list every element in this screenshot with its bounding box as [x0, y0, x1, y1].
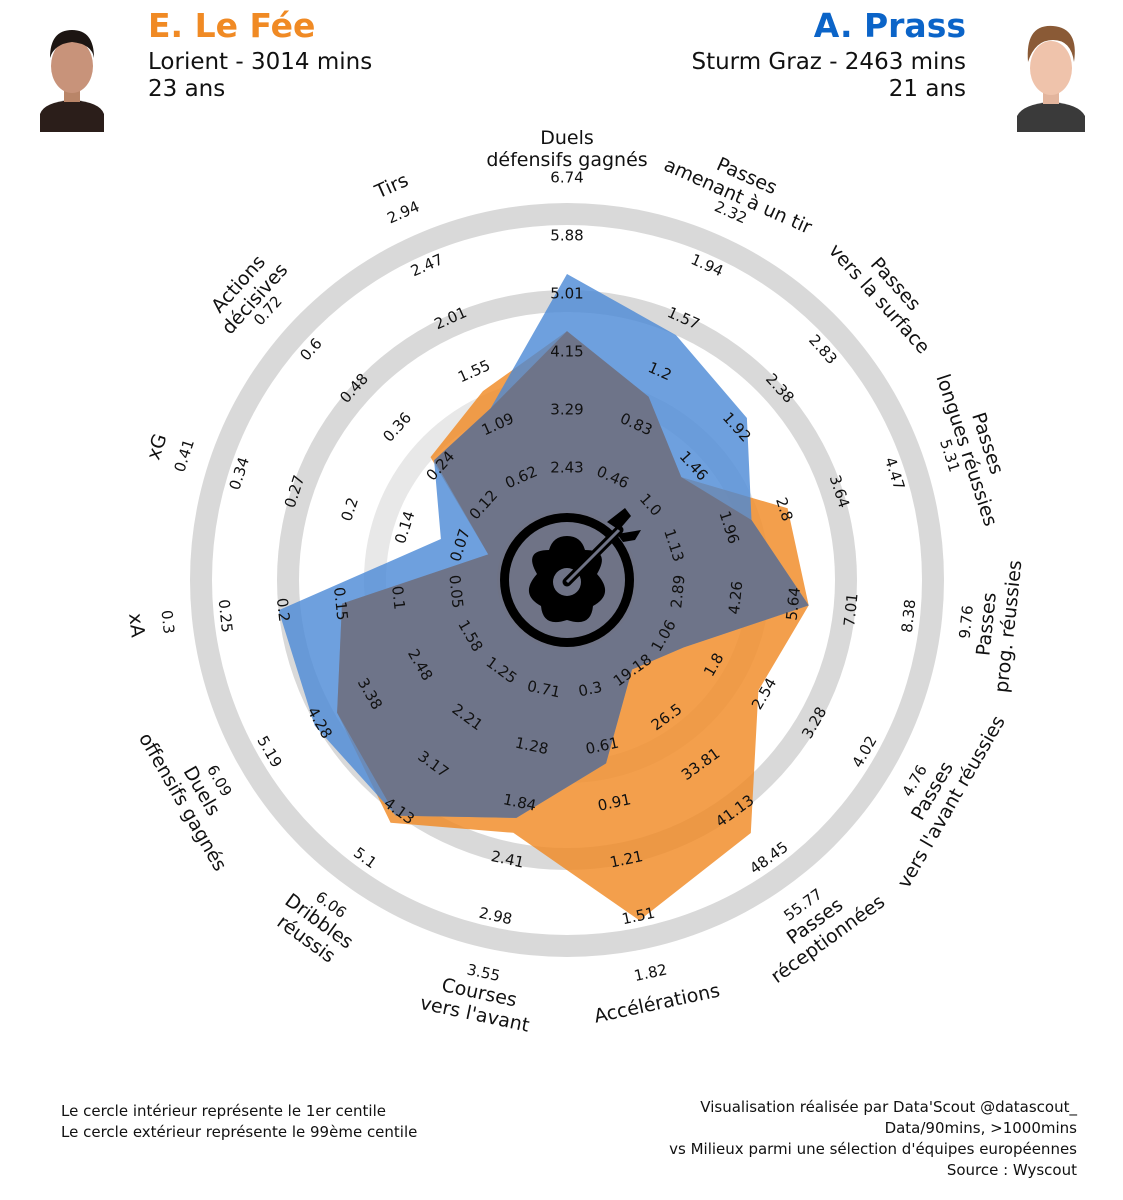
footer-outer-circle-note: Le cercle extérieur représente le 99ème …	[61, 1123, 418, 1141]
tick-label: 0.15	[330, 586, 351, 621]
tick-label: 2.89	[667, 574, 688, 609]
player-left-club-minutes: Lorient - 3014 mins	[148, 49, 373, 75]
logo-arrow-fletching	[607, 508, 631, 530]
footer-inner-circle-note: Le cercle intérieur représente le 1er ce…	[61, 1102, 386, 1120]
player-right-photo	[1013, 18, 1089, 132]
axis-label: Accélérations	[592, 980, 722, 1028]
axis-label: Duels défensifs gagnés	[486, 127, 647, 171]
player-left-photo	[34, 18, 110, 132]
tick-label: 7.01	[840, 592, 861, 627]
axis-label: Passesprog. réussies	[969, 557, 1027, 694]
tick-label: 0.1	[388, 585, 408, 611]
tick-label: 2.43	[550, 459, 583, 477]
tick-label: 8.38	[898, 598, 919, 633]
footer-credits: Visualisation réalisée par Data'Scout @d…	[669, 1097, 1077, 1181]
tick-label: 3.29	[550, 401, 583, 419]
tick-label: 4.26	[725, 580, 746, 615]
tick-label: 1.82	[632, 960, 668, 985]
player-right-name: A. Prass	[813, 6, 966, 45]
player-right-club-minutes: Sturm Graz - 2463 mins	[691, 49, 966, 75]
tick-label: 5.01	[550, 285, 583, 303]
tick-label: 0.41	[171, 437, 198, 474]
player-left-name: E. Le Fée	[148, 6, 316, 45]
tick-label: 0.25	[215, 598, 236, 633]
tick-label: 4.15	[550, 343, 583, 361]
tick-label: 0.2	[273, 597, 293, 623]
footer-credit-source: Source : Wyscout	[946, 1161, 1077, 1179]
tick-label: 0.05	[445, 574, 466, 609]
axis-label: Tirs	[371, 169, 412, 203]
player-left-age: 23 ans	[148, 76, 226, 102]
tick-label: 5.64	[783, 586, 804, 621]
datascout-logo	[497, 508, 641, 650]
tick-label: 0.3	[577, 678, 604, 701]
logo-arrow-highlight	[565, 528, 621, 584]
axis-label: Actionsdécisives	[201, 244, 292, 338]
axis-label: xA	[124, 612, 148, 638]
logo-arrow-fletching-2	[617, 530, 641, 542]
footer-credit-data: Data/90mins, >1000mins	[884, 1119, 1077, 1137]
tick-label: 9.76	[956, 604, 977, 639]
axis-label: Coursesvers l'avant	[418, 970, 536, 1036]
player-right-age: 21 ans	[888, 76, 966, 102]
axis-label: xG	[143, 431, 172, 462]
tick-label: 2.94	[384, 197, 422, 227]
footer-credit-author: Visualisation réalisée par Data'Scout @d…	[700, 1098, 1077, 1116]
tick-label: 5.88	[550, 227, 583, 245]
tick-label: 6.74	[550, 169, 583, 187]
footer-credit-comparison: vs Milieux parmi une sélection d'équipes…	[669, 1140, 1077, 1158]
tick-label: 0.3	[157, 609, 177, 635]
footer-notes: Le cercle intérieur représente le 1er ce…	[61, 1101, 417, 1143]
